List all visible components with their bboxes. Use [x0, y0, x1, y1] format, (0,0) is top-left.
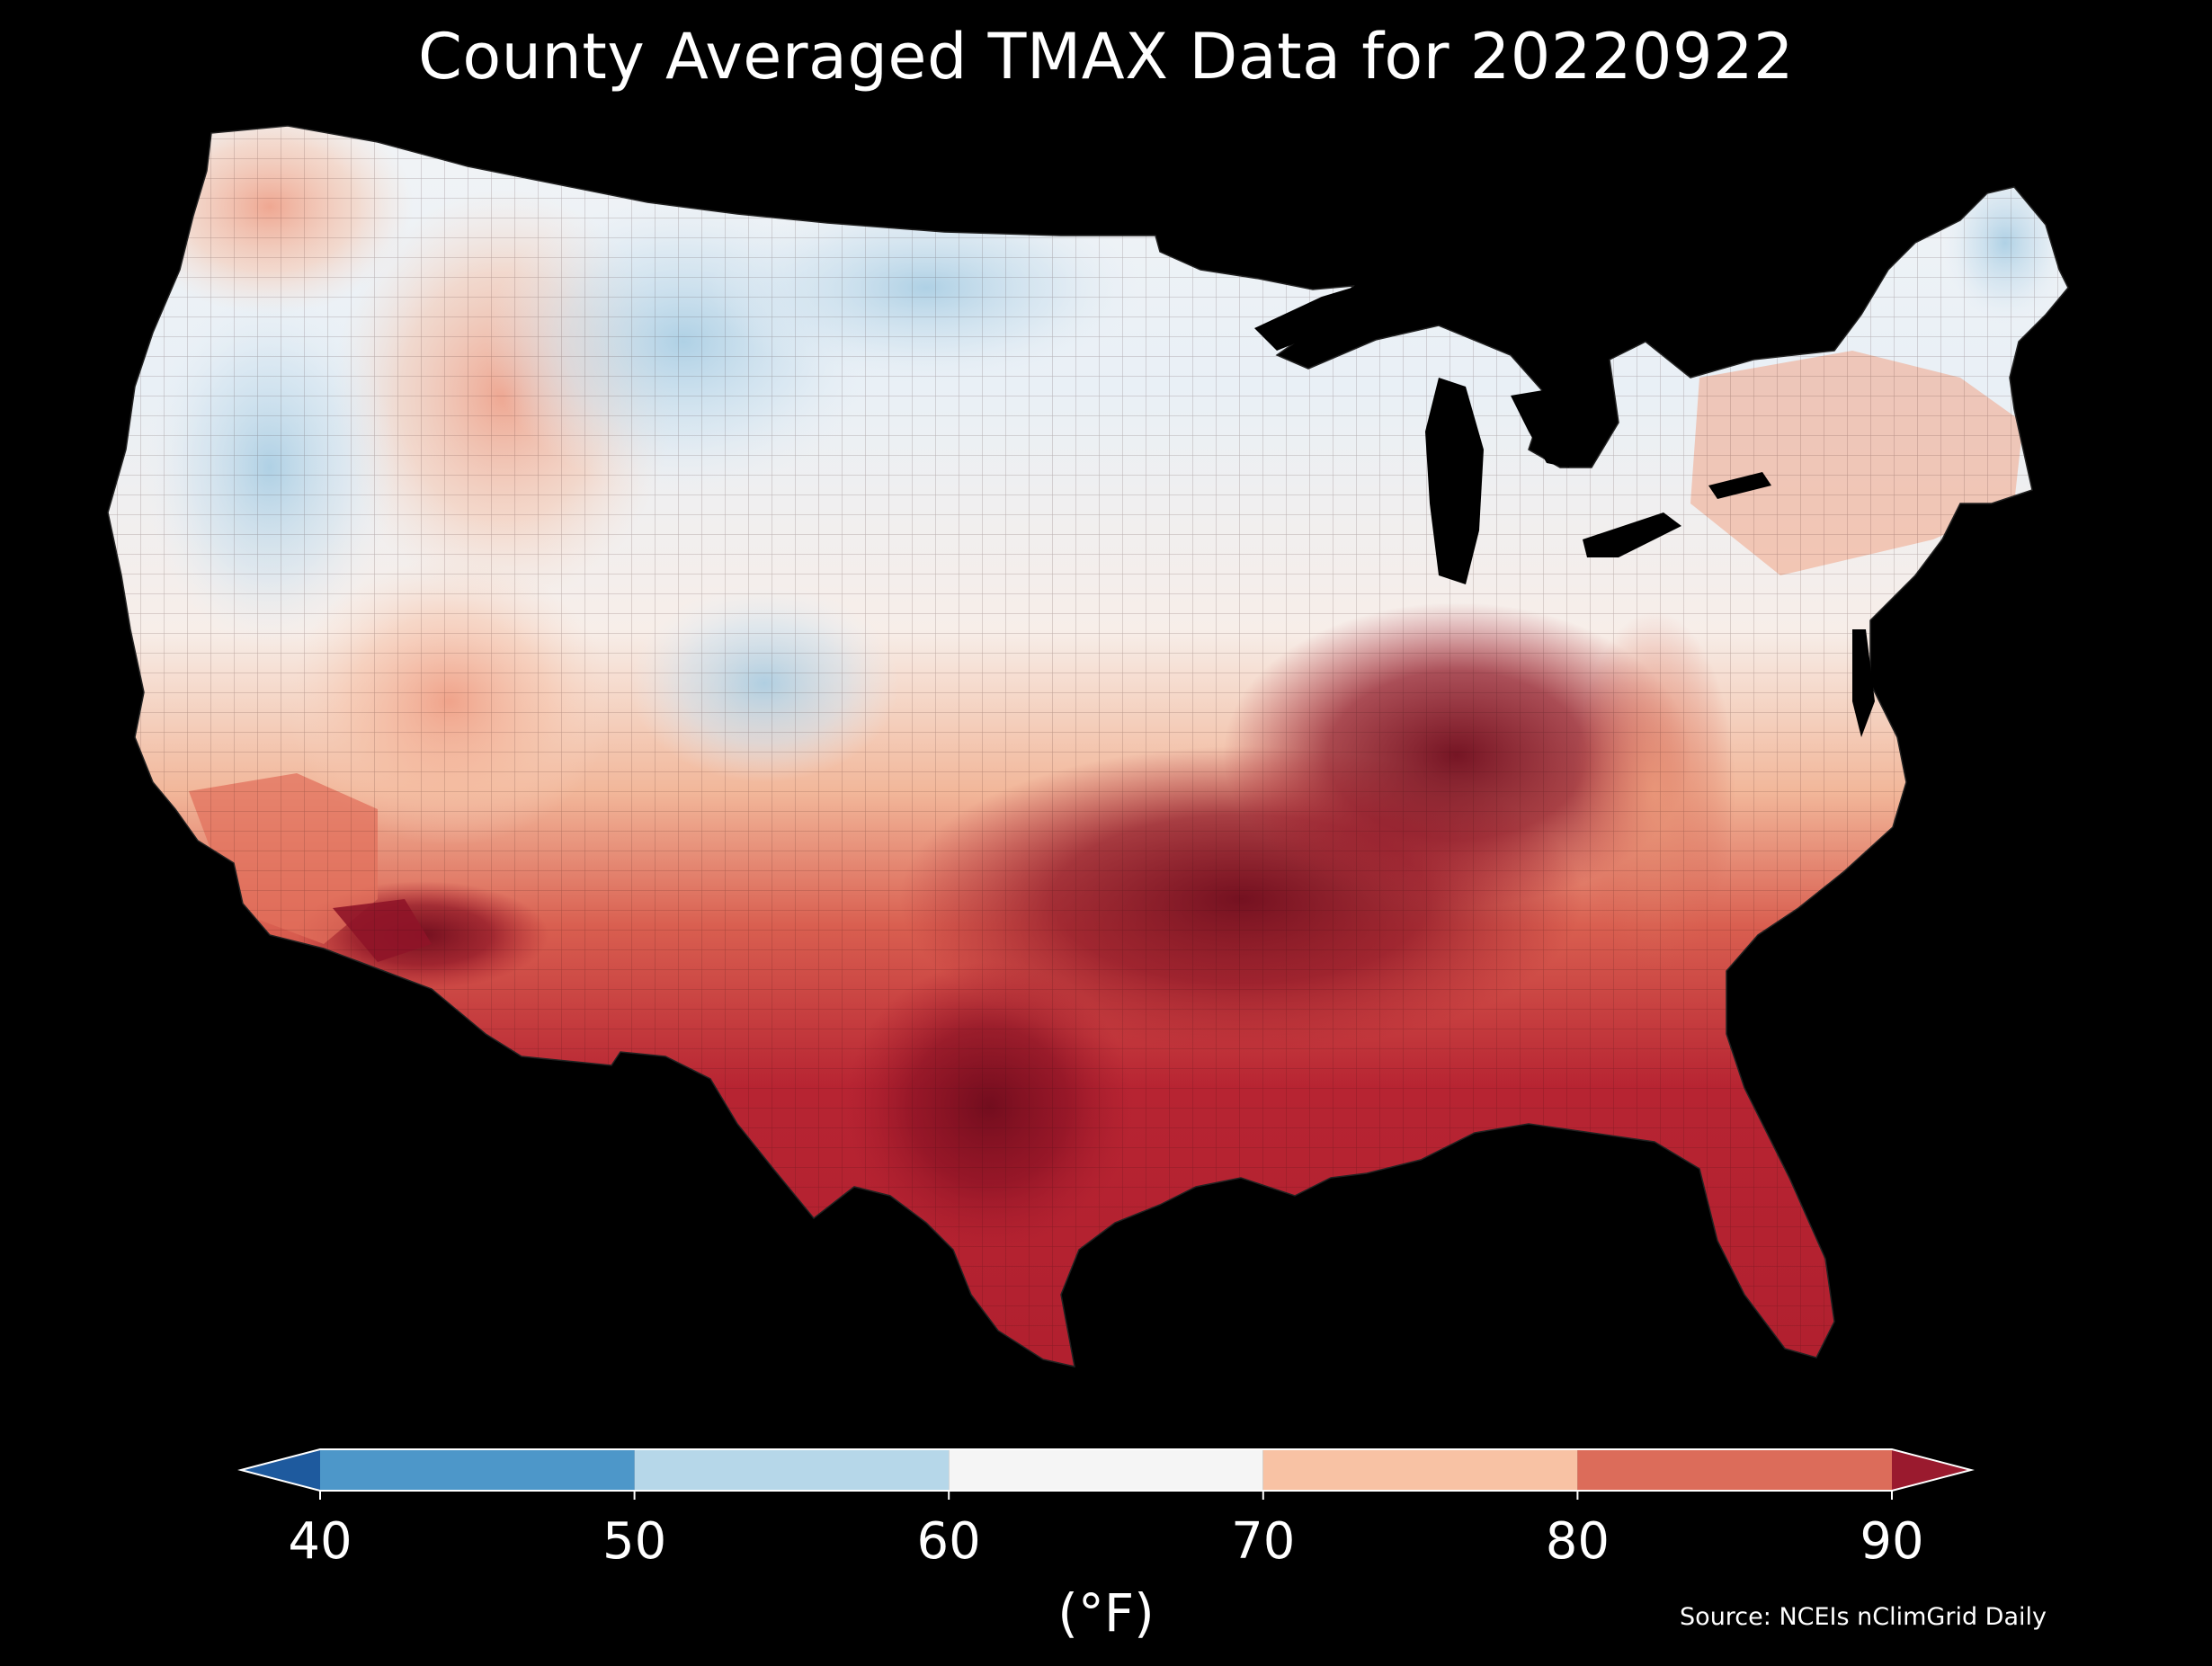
lake-erie [1583, 512, 1681, 557]
map-container [107, 125, 2069, 1368]
colorbar-band-70-80 [1262, 1449, 1578, 1491]
colorbar-tick-label: 90 [1860, 1512, 1924, 1571]
lake-huron [1511, 387, 1583, 468]
colorbar-tick-label: 60 [916, 1512, 981, 1571]
lake-ontario [1708, 472, 1771, 499]
map-title: County Averaged TMAX Data for 20220922 [417, 20, 1795, 94]
colorbar-extend-low [241, 1449, 320, 1491]
colorbar-tick-label: 70 [1231, 1512, 1296, 1571]
colorbar-band-80-90 [1577, 1449, 1892, 1491]
colorbar-extend-high [1892, 1449, 1971, 1491]
lake-michigan [1425, 378, 1484, 584]
source-credit: Source: NCEIs nClimGrid Daily [1680, 1603, 2047, 1631]
colorbar-band-60-70 [949, 1449, 1263, 1491]
lake-superior [1254, 283, 1367, 351]
map-fill-layers [108, 126, 2068, 1367]
colorbar-label: (°F) [1057, 1582, 1155, 1644]
colorbar-tick-label: 50 [602, 1512, 667, 1571]
us-county-map [107, 125, 2069, 1368]
colorbar-graphic [237, 1448, 1975, 1500]
colorbar: 40 50 60 70 80 90 (°F) Source: NCEIs nClimGri… [0, 1439, 2212, 1666]
colorbar-band-50-60 [634, 1449, 950, 1491]
us-outline [107, 125, 2069, 1368]
colorbar-tick-label: 80 [1545, 1512, 1610, 1571]
colorbar-band-40-50 [320, 1449, 635, 1491]
colorbar-tick-label: 40 [288, 1512, 352, 1571]
chesapeake-bay [1852, 629, 1875, 737]
county-boundaries [108, 126, 2068, 1367]
